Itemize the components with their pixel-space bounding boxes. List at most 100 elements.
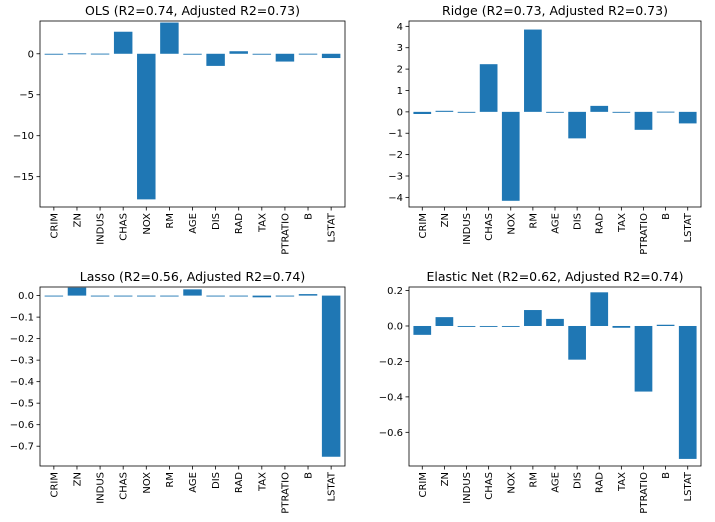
bar-rm xyxy=(160,295,179,297)
bar-nox xyxy=(137,295,156,297)
x-tick-label: NOX xyxy=(142,213,153,235)
bar-crim xyxy=(413,325,432,335)
axes-frame xyxy=(408,286,702,467)
bar-rm xyxy=(524,310,542,326)
x-tick-label: INDUS xyxy=(462,213,473,245)
y-tick-label: −1 xyxy=(388,129,403,140)
chart-title: Ridge (R2=0.73, Adjusted R2=0.73) xyxy=(442,3,668,18)
y-tick-label: 0.0 xyxy=(387,321,403,332)
y-tick-label: −2 xyxy=(388,150,403,161)
bar-nox xyxy=(137,53,156,200)
y-tick-label: −0.4 xyxy=(379,392,403,403)
y-tick-label: −10 xyxy=(13,131,34,142)
bar-chas xyxy=(479,325,498,327)
x-tick-label: B xyxy=(661,213,672,220)
x-tick-label: CRIM xyxy=(418,213,429,239)
bar-rm xyxy=(160,22,179,54)
x-tick-label: LSTAT xyxy=(327,471,338,501)
x-tick-label: DIS xyxy=(211,472,222,489)
x-tick-label: AGE xyxy=(188,213,199,234)
x-tick-label: RM xyxy=(528,213,539,229)
bar-dis xyxy=(206,53,225,66)
bar-chas xyxy=(479,64,498,112)
x-tick-label: ZN xyxy=(72,472,83,486)
bar-lstat xyxy=(321,53,341,59)
y-tick-label: −4 xyxy=(388,193,403,204)
y-tick-label: 2 xyxy=(397,65,403,76)
bar-age xyxy=(183,53,202,55)
y-tick-label: −0.2 xyxy=(10,334,34,345)
x-tick-label: NOX xyxy=(142,472,153,494)
x-tick-label: PTRATIO xyxy=(280,472,291,514)
x-tick-label: RM xyxy=(528,472,539,488)
chart-title: Elastic Net (R2=0.62, Adjusted R2=0.74) xyxy=(427,269,684,284)
x-tick-label: NOX xyxy=(506,213,517,235)
chart-panel-4: Elastic Net (R2=0.62, Adjusted R2=0.74) 0… xyxy=(379,269,702,514)
bar-b xyxy=(298,294,318,296)
x-tick-label: CHAS xyxy=(119,472,130,500)
bar-zn xyxy=(67,287,87,296)
y-tick-label: −0.1 xyxy=(10,313,34,324)
axes-frame xyxy=(39,286,346,467)
bar-dis xyxy=(568,325,586,360)
bar-tax xyxy=(252,53,272,55)
bar-age xyxy=(183,289,202,296)
x-tick-label: DIS xyxy=(573,213,584,230)
bar-crim xyxy=(44,53,64,55)
bar-b xyxy=(298,53,318,55)
bar-ptratio xyxy=(634,111,653,130)
y-tick-label: −0.2 xyxy=(379,357,403,368)
x-tick-label: ZN xyxy=(440,213,451,227)
axes-frame xyxy=(408,20,702,208)
bar-crim xyxy=(44,295,64,297)
bar-b xyxy=(656,324,675,326)
bar-nox xyxy=(501,325,520,327)
x-tick-label: PTRATIO xyxy=(280,213,291,255)
x-tick-label: DIS xyxy=(211,213,222,230)
x-tick-label: B xyxy=(661,472,672,479)
bar-crim xyxy=(413,111,432,114)
bar-rad xyxy=(590,105,609,112)
bar-age xyxy=(546,318,564,326)
bar-rad xyxy=(590,292,609,326)
bar-zn xyxy=(435,110,454,112)
bar-zn xyxy=(67,53,87,55)
x-tick-label: INDUS xyxy=(96,472,107,504)
bar-tax xyxy=(252,295,272,298)
bar-lstat xyxy=(678,325,697,459)
bar-ptratio xyxy=(634,325,653,392)
chart-panel-3: Lasso (R2=0.56, Adjusted R2=0.74) 0.0 −0.1… xyxy=(10,269,346,514)
bar-indus xyxy=(90,295,110,297)
x-tick-label: CRIM xyxy=(49,472,60,498)
chart-panel-1: OLS (R2=0.74, Adjusted R2=0.73) 0 −5 −10 −15… xyxy=(13,3,346,255)
y-tick-label: −0.4 xyxy=(10,377,34,388)
y-tick-label: 1 xyxy=(397,86,403,97)
y-tick-label: −0.5 xyxy=(10,399,34,410)
bar-lstat xyxy=(321,295,341,457)
x-tick-label: RAD xyxy=(234,213,245,234)
bar-indus xyxy=(457,325,476,327)
y-tick-label: −15 xyxy=(13,172,34,183)
y-tick-label: −0.3 xyxy=(10,356,34,367)
y-tick-label: 0.0 xyxy=(18,291,34,302)
y-tick-label: 4 xyxy=(397,22,403,33)
y-tick-label: 0 xyxy=(28,49,34,60)
x-tick-label: ZN xyxy=(440,472,451,486)
chart-title: OLS (R2=0.74, Adjusted R2=0.73) xyxy=(85,3,300,18)
chart-title: Lasso (R2=0.56, Adjusted R2=0.74) xyxy=(80,269,306,284)
bar-rm xyxy=(524,29,542,112)
bar-dis xyxy=(568,111,586,139)
y-tick-label: 0.2 xyxy=(387,286,403,297)
x-tick-label: LSTAT xyxy=(683,471,694,501)
x-tick-label: ZN xyxy=(72,213,83,227)
bar-dis xyxy=(206,295,225,297)
y-tick-label: 3 xyxy=(397,43,403,54)
x-tick-label: TAX xyxy=(257,472,268,492)
y-tick-label: −0.6 xyxy=(379,428,403,439)
x-tick-label: AGE xyxy=(551,213,562,234)
x-tick-label: LSTAT xyxy=(327,212,338,242)
x-tick-label: LSTAT xyxy=(683,212,694,242)
bar-b xyxy=(656,111,675,113)
x-tick-label: AGE xyxy=(188,472,199,493)
